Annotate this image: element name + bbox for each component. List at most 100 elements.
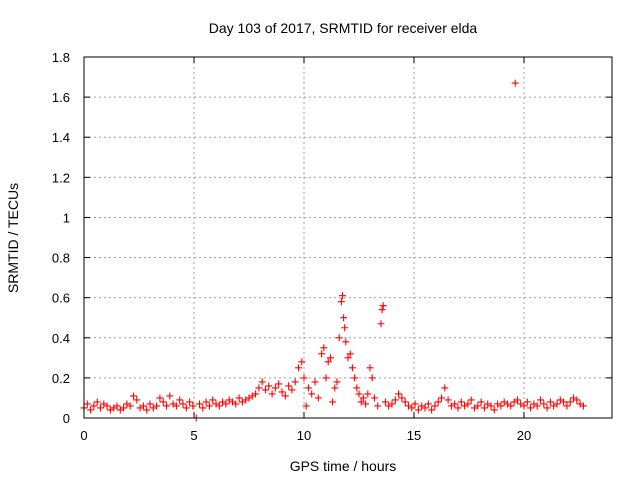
data-point [255, 384, 263, 392]
data-point [196, 400, 203, 408]
grid-lines [84, 57, 612, 418]
data-point [513, 396, 521, 404]
data-point [553, 400, 561, 408]
y-tick-label: 0.4 [52, 331, 70, 346]
data-point [153, 402, 161, 410]
data-point [395, 390, 403, 398]
data-point [341, 324, 349, 332]
data-point [546, 398, 554, 406]
data-point [398, 394, 406, 402]
data-point [537, 396, 544, 404]
data-point [444, 396, 452, 404]
data-point [339, 292, 346, 300]
data-point [477, 398, 485, 406]
data-point [438, 394, 445, 402]
data-point [281, 392, 289, 400]
data-point [451, 400, 459, 408]
y-tick-label: 1.8 [52, 50, 70, 65]
data-point [90, 402, 98, 410]
x-axis-label: GPS time / hours [290, 458, 397, 474]
y-tick-label: 1.4 [52, 130, 70, 145]
x-tick-label: 5 [190, 428, 197, 443]
data-point [573, 396, 581, 404]
data-point [381, 398, 389, 406]
data-point [474, 402, 482, 410]
data-point [335, 334, 343, 342]
data-point [83, 400, 91, 408]
data-point [377, 320, 385, 328]
data-point [275, 380, 283, 388]
data-point [428, 406, 436, 414]
data-point [411, 400, 419, 408]
data-point [186, 398, 194, 406]
data-point [424, 400, 432, 408]
x-tick-label: 10 [297, 428, 311, 443]
data-point [490, 406, 498, 414]
data-point [93, 398, 101, 406]
data-point [388, 400, 396, 408]
data-point [346, 350, 354, 358]
data-point [97, 404, 104, 412]
data-point [209, 396, 217, 404]
data-point [300, 374, 308, 382]
data-point [344, 354, 352, 362]
y-tick-label: 0.2 [52, 371, 70, 386]
data-point [401, 398, 409, 406]
data-point [304, 384, 312, 392]
data-point [353, 384, 361, 392]
data-point [103, 402, 111, 410]
data-point [311, 378, 319, 386]
data-point [370, 394, 378, 402]
data-point [359, 394, 367, 402]
y-tick-label: 1.2 [52, 170, 70, 185]
data-point [199, 404, 207, 412]
data-point [337, 298, 345, 306]
y-tick-label: 0.6 [52, 291, 70, 306]
data-point [527, 404, 535, 412]
data-point [179, 400, 187, 408]
data-point [252, 390, 260, 398]
data-point [520, 402, 528, 410]
data-point [302, 402, 310, 410]
data-point [322, 374, 330, 382]
data-point [130, 392, 137, 400]
y-tick-labels: 0 0.2 0.4 0.6 0.8 1 1.2 1.4 1.6 1.8 [52, 50, 70, 426]
data-point [205, 402, 213, 410]
data-point [146, 400, 154, 408]
data-point [331, 384, 339, 392]
data-point [333, 378, 341, 386]
data-point [166, 392, 174, 400]
data-point [366, 364, 374, 372]
x-tick-label: 0 [80, 428, 87, 443]
data-point [278, 388, 286, 396]
data-point [139, 402, 147, 410]
data-point [340, 314, 348, 322]
data-point [563, 402, 571, 410]
data-point [374, 402, 382, 410]
data-point [408, 404, 416, 412]
data-point [87, 406, 95, 414]
data-point [288, 386, 296, 394]
data-point [540, 400, 548, 408]
data-point [467, 396, 475, 404]
data-point [126, 402, 134, 410]
data-point [497, 402, 505, 410]
y-tick-label: 1 [63, 210, 70, 225]
data-point [143, 406, 151, 414]
data-point [232, 400, 240, 408]
data-point [189, 402, 197, 410]
data-point [357, 398, 365, 406]
data-point [421, 404, 429, 412]
data-point [543, 404, 551, 412]
data-point [464, 400, 472, 408]
data-point [202, 398, 210, 406]
data-point [324, 358, 332, 366]
data-point [457, 398, 465, 406]
data-point [378, 306, 386, 314]
data-point [326, 354, 334, 362]
data-point [172, 402, 180, 410]
data-point [342, 338, 350, 346]
data-point [222, 400, 230, 408]
